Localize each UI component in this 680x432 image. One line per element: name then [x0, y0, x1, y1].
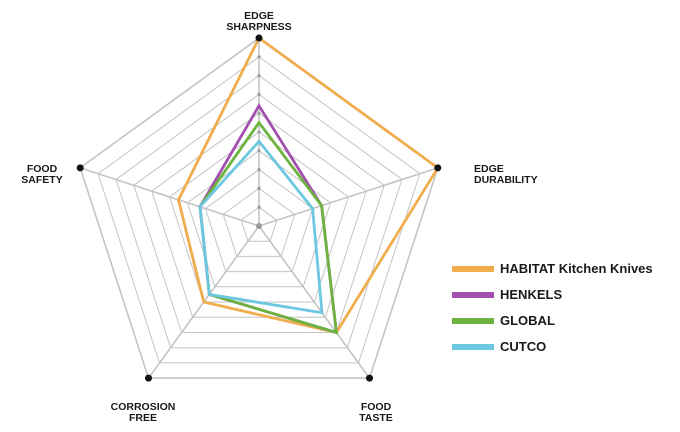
- legend-item-global: GLOBAL: [452, 313, 653, 328]
- grid-ring: [222, 187, 296, 257]
- axis-label-line: EDGE: [244, 10, 274, 22]
- series-line-cutco: [198, 139, 324, 315]
- legend-label-henkels: HENKELS: [500, 287, 563, 302]
- axis-vertex-dot: [76, 164, 84, 172]
- grid-tick-dot: [257, 74, 261, 78]
- radar-series: [76, 34, 442, 382]
- series-line-global: [198, 120, 339, 335]
- legend-label-habitat: HABITAT Kitchen Knives: [500, 261, 653, 276]
- axis-label: FOOD SAFETY: [21, 163, 62, 186]
- axis-label-line: EDGE: [474, 163, 504, 175]
- axis-vertex-dot: [145, 374, 152, 382]
- grid-tick-dot: [257, 149, 261, 153]
- legend-swatch-cutco: [452, 343, 494, 350]
- grid-ring: [151, 112, 367, 318]
- axis-vertex-dot: [366, 374, 373, 382]
- series-line-habitat: [177, 35, 440, 335]
- axis-label-line: CORROSION: [111, 401, 176, 413]
- grid-tick-dot: [257, 111, 261, 115]
- grid-spoke: [258, 167, 439, 227]
- grid-ring: [204, 168, 314, 273]
- axis-label-line: FOOD: [361, 401, 392, 413]
- axis-label: EDGE DURABILITY: [474, 163, 538, 186]
- grid-tick-dot: [257, 92, 261, 96]
- legend-label-cutco: CUTCO: [500, 339, 547, 354]
- legend-swatch-henkels: [452, 291, 494, 298]
- axis-label: FOOD TASTE: [359, 401, 393, 424]
- grid-spoke: [79, 167, 260, 227]
- legend-swatch-habitat: [452, 265, 494, 272]
- grid-ring: [186, 150, 332, 288]
- grid-tick-dot: [257, 130, 261, 134]
- axis-label-line: FREE: [129, 412, 157, 424]
- axis-label-line: SHARPNESS: [226, 21, 291, 33]
- legend-item-cutco: CUTCO: [452, 339, 653, 354]
- axis-vertex-dot: [255, 34, 263, 42]
- legend: HABITAT Kitchen Knives HENKELS GLOBAL CU…: [452, 261, 653, 366]
- grid-tick-dot: [257, 205, 261, 209]
- grid-spoke: [258, 225, 371, 379]
- legend-swatch-global: [452, 317, 494, 324]
- center-dot: [256, 223, 262, 229]
- legend-item-habitat: HABITAT Kitchen Knives: [452, 261, 653, 276]
- grid-ring: [115, 74, 403, 349]
- axis-label: EDGE SHARPNESS: [226, 10, 291, 33]
- grid-tick-dot: [257, 186, 261, 190]
- axis-vertex-dot: [434, 164, 442, 172]
- grid-ring: [240, 206, 278, 242]
- legend-label-global: GLOBAL: [500, 313, 555, 328]
- axis-label-line: TASTE: [359, 412, 393, 424]
- radar-grid: [79, 37, 439, 379]
- grid-ring: [133, 93, 385, 333]
- grid-tick-dot: [257, 168, 261, 172]
- axis-label-line: DURABILITY: [474, 174, 538, 186]
- grid-tick-dot: [257, 55, 261, 59]
- axis-label-line: FOOD: [27, 163, 58, 175]
- grid-ring: [97, 56, 421, 364]
- axis-label-line: SAFETY: [21, 174, 62, 186]
- axis-label: CORROSION FREE: [111, 401, 176, 424]
- legend-item-henkels: HENKELS: [452, 287, 653, 302]
